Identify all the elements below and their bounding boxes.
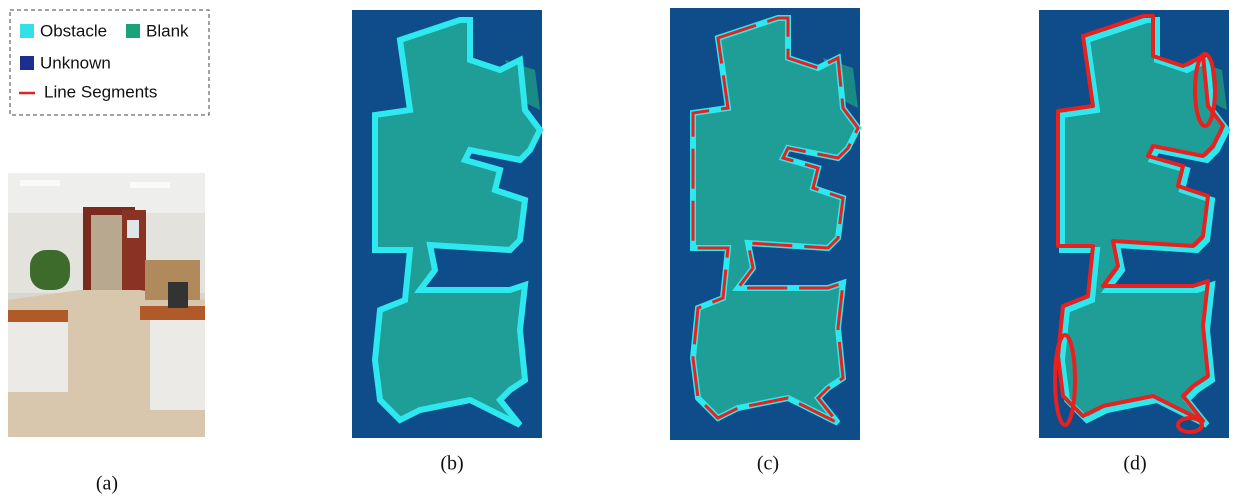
legend-swatch — [20, 24, 34, 38]
maps — [352, 8, 1229, 440]
figure: Obstacle Blank Unknown Line Segments (a)… — [0, 0, 1234, 497]
legend-label: Obstacle — [40, 21, 107, 40]
panel-caption: (c) — [757, 453, 779, 475]
legend-swatch — [20, 56, 34, 70]
legend-label: Unknown — [40, 53, 111, 72]
panel-caption: (d) — [1123, 453, 1146, 475]
legend-label: Line Segments — [44, 82, 157, 101]
legend-label: Blank — [146, 21, 189, 40]
panel-caption: (b) — [440, 453, 463, 475]
photo — [8, 173, 205, 437]
page: Obstacle Blank Unknown Line Segments (a)… — [0, 0, 1234, 497]
panel-caption: (a) — [96, 473, 118, 495]
legend-swatch — [126, 24, 140, 38]
